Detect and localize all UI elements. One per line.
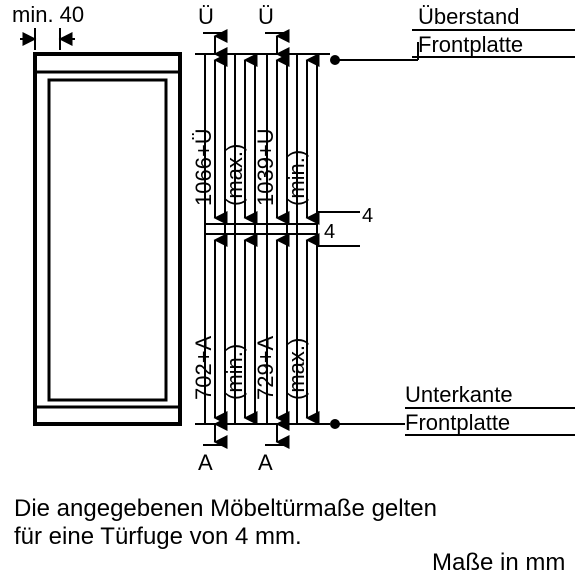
label-frontplatte-bot: Frontplatte: [405, 410, 510, 435]
label-unterkante: Unterkante: [405, 382, 513, 407]
u-arrows: [195, 33, 330, 54]
label-U-right: Ü: [258, 4, 274, 29]
label-gap-right: 4: [362, 205, 373, 227]
label-dim1-note: (max.): [222, 144, 247, 206]
cabinet: [35, 54, 180, 424]
label-U-left: Ü: [198, 4, 214, 29]
label-dim1: 1066+Ü: [191, 128, 216, 206]
label-dim2: 1039+Ü: [253, 128, 278, 206]
dim-min40: [20, 28, 75, 50]
label-frontplatte-top: Frontplatte: [418, 32, 523, 57]
label-min40: min. 40: [12, 2, 84, 27]
label-gap-left: 4: [324, 221, 335, 243]
a-arrows: [203, 424, 289, 445]
label-dim3: 702+A: [191, 335, 216, 400]
label-dim4: 729+A: [253, 335, 278, 400]
label-A-right: A: [258, 450, 273, 475]
label-dim2-note: (min.): [284, 150, 309, 206]
label-ueberstand: Überstand: [418, 4, 520, 29]
label-dim4-note: (max.): [284, 338, 309, 400]
footer-units: Maße in mm: [432, 549, 565, 576]
footer-line2: für eine Türfuge von 4 mm.: [14, 523, 302, 550]
footer-line1: Die angegebenen Möbeltürmaße gelten: [14, 495, 437, 522]
label-dim3-note: (min.): [222, 344, 247, 400]
label-A-left: A: [198, 450, 213, 475]
